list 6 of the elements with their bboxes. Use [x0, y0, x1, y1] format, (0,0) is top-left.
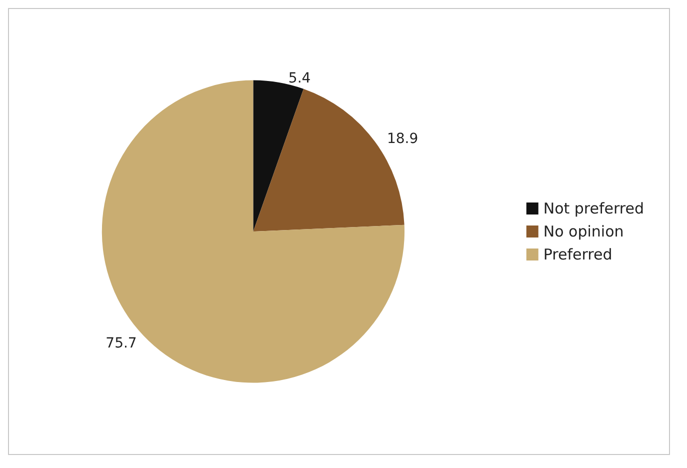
- data-label: 75.7: [106, 336, 137, 352]
- legend-label: Preferred: [543, 246, 612, 264]
- data-label: 18.9: [386, 131, 418, 148]
- data-label: 5.4: [288, 70, 311, 86]
- legend-label: No opinion: [543, 222, 624, 240]
- legend-label: Not preferred: [543, 200, 644, 218]
